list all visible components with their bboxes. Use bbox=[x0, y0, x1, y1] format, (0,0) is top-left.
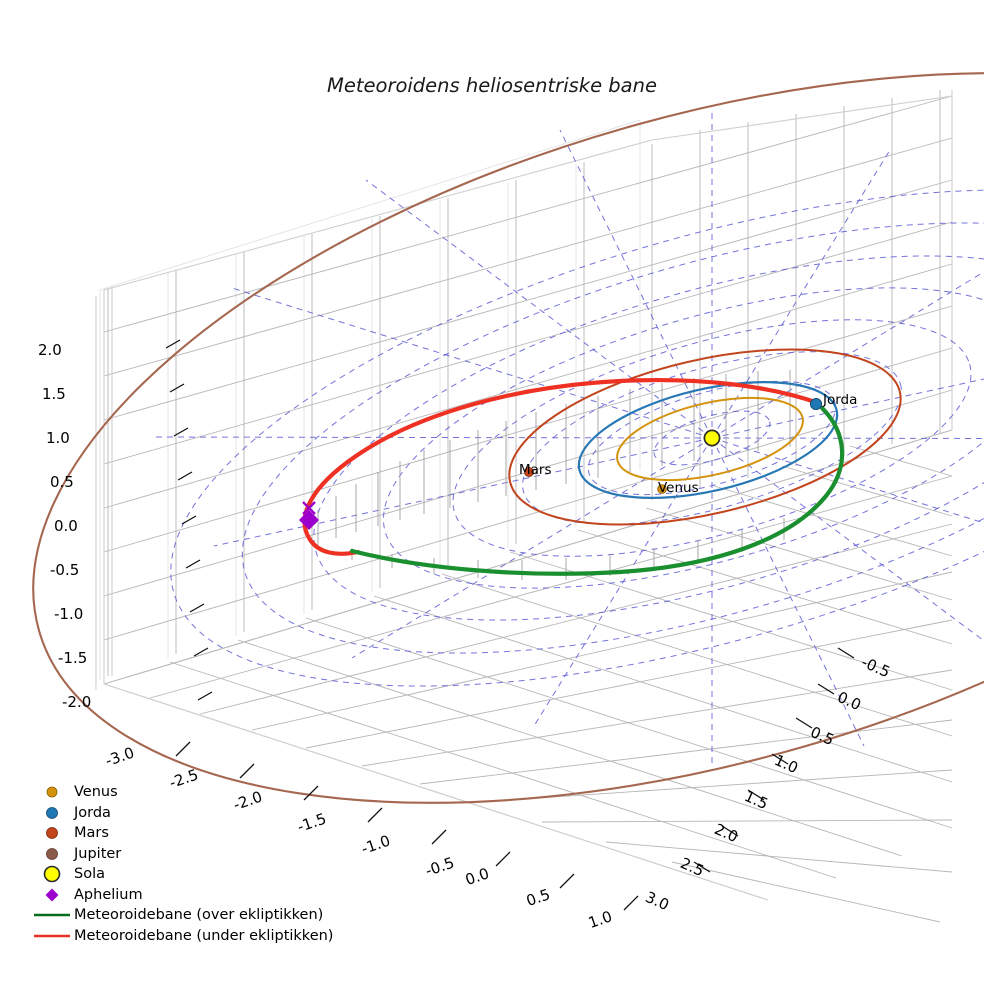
jupiter-orbit bbox=[32, 72, 984, 804]
legend-label: Aphelium bbox=[74, 886, 143, 903]
legend-aphelium-swatch bbox=[45, 888, 59, 902]
legend-venus-swatch bbox=[46, 786, 58, 798]
polar-grid-ecliptic bbox=[151, 110, 984, 766]
legend-item-jorda[interactable]: Jorda bbox=[30, 803, 350, 824]
venus-orbit bbox=[616, 396, 804, 482]
legend-label: Meteoroidebane (under ekliptikken) bbox=[74, 927, 334, 944]
legend-orbit-over-swatch bbox=[34, 914, 70, 917]
z-tick: -0.5 bbox=[50, 561, 80, 579]
meteoroid-orbit-over bbox=[349, 405, 845, 576]
legend-label: Jupiter bbox=[74, 845, 122, 862]
z-tick: 1.0 bbox=[46, 429, 70, 447]
legend-item-jupiter[interactable]: Jupiter bbox=[30, 844, 350, 865]
z-tick: 1.5 bbox=[42, 385, 66, 403]
celestial-markers bbox=[299, 397, 823, 530]
axis-tick-marks bbox=[165, 339, 855, 911]
planet-orbits bbox=[32, 72, 984, 804]
meteoroid-orbit bbox=[302, 377, 845, 576]
legend-jupiter-swatch bbox=[46, 847, 58, 860]
legend-mars-swatch bbox=[46, 827, 58, 840]
legend-label: Jorda bbox=[74, 804, 111, 821]
z-tick: -2.0 bbox=[62, 693, 92, 711]
legend-item-orbit-under[interactable]: Meteoroidebane (under ekliptikken) bbox=[30, 926, 350, 947]
legend-jorda-swatch bbox=[46, 806, 58, 819]
venus-marker bbox=[657, 484, 667, 494]
z-tick: 2.0 bbox=[38, 341, 62, 359]
legend-sola-swatch bbox=[43, 865, 61, 883]
legend-orbit-under-swatch bbox=[34, 934, 70, 937]
legend-label: Mars bbox=[74, 825, 109, 842]
jorda-marker bbox=[809, 397, 823, 411]
legend-item-mars[interactable]: Mars bbox=[30, 823, 350, 844]
meteoroid-orbit-under bbox=[302, 377, 821, 556]
jorda-orbit bbox=[577, 381, 839, 499]
legend-item-venus[interactable]: Venus bbox=[30, 782, 350, 803]
sola-marker bbox=[703, 429, 721, 447]
z-tick: 0.0 bbox=[54, 517, 78, 535]
legend-item-sola[interactable]: Sola bbox=[30, 864, 350, 885]
jorda-label: Jorda bbox=[823, 392, 858, 408]
venus-label: Venus bbox=[658, 480, 699, 496]
plot-title: Meteoroidens heliosentriske bane bbox=[327, 74, 657, 97]
z-tick: -1.5 bbox=[58, 649, 88, 667]
legend-label: Venus bbox=[74, 784, 118, 801]
legend-label: Meteoroidebane (over ekliptikken) bbox=[74, 907, 324, 924]
aphelium-marker bbox=[299, 510, 319, 530]
z-tick: -1.0 bbox=[54, 605, 84, 623]
orbit-drop-lines bbox=[317, 370, 791, 580]
legend: Venus Jorda Mars Jupiter Sola bbox=[30, 782, 350, 946]
legend-item-aphelium[interactable]: Aphelium bbox=[30, 885, 350, 906]
mars-orbit bbox=[508, 348, 902, 526]
legend-item-orbit-over[interactable]: Meteoroidebane (over ekliptikken) bbox=[30, 905, 350, 926]
z-tick: 0.5 bbox=[50, 473, 74, 491]
axes-pane-grid bbox=[95, 90, 953, 923]
aphelium-cross-icon bbox=[302, 501, 316, 515]
mars-label: Mars bbox=[519, 462, 552, 478]
legend-label: Sola bbox=[74, 866, 105, 883]
mars-marker bbox=[524, 466, 535, 477]
